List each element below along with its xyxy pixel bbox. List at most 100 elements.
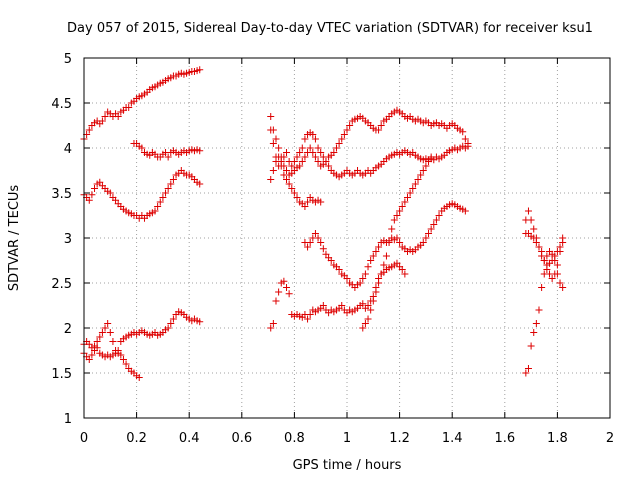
data-point [377,270,385,278]
data-point [96,178,104,186]
data-point [461,207,469,215]
data-point [390,216,398,224]
data-point [267,176,275,183]
data-point [272,158,280,165]
data-point [322,158,330,165]
data-point [396,239,404,246]
data-point [314,158,322,165]
data-point [385,239,393,246]
data-point [361,320,369,327]
data-point [388,225,396,233]
data-point [269,167,277,174]
data-point [293,153,301,161]
data-point [319,153,327,161]
data-point [288,162,296,170]
data-point [196,318,204,326]
data-point [422,162,430,170]
data-point [293,194,301,201]
y-tick-labels: 1 1.5 2 2.5 3 3.5 4 4.5 5 [51,52,72,427]
data-point [346,122,354,129]
data-point [375,126,383,134]
data-point [119,356,127,363]
data-point [319,245,327,253]
data-point [285,180,293,188]
data-point [540,257,548,264]
data-point [196,180,204,188]
series-prn-k [359,153,435,332]
data-point [164,185,172,192]
data-point [375,243,383,251]
x-tick-label: 0.8 [284,431,305,446]
data-point [530,329,538,336]
x-tick-label: 1 [343,431,351,446]
data-point [272,135,280,143]
data-point [283,284,291,291]
data-point [551,252,559,260]
x-tick-label: 1.6 [494,431,515,446]
data-point [319,302,327,309]
data-point [196,147,204,155]
data-point [196,66,204,74]
data-point [269,320,277,327]
data-point [317,198,325,206]
data-point [535,306,543,314]
x-tick-label: 0.2 [126,431,147,446]
data-point [543,266,551,273]
data-point [104,320,112,327]
data-point [522,369,530,377]
data-point [359,300,367,308]
data-point [106,329,114,336]
data-point [461,135,469,143]
data-point [422,234,430,242]
series-prn-f [267,106,472,179]
data-point [112,196,120,204]
data-point [290,189,298,197]
data-point [538,248,546,255]
data-point [314,144,322,152]
data-point [280,277,288,285]
x-tick-labels: 0 0.2 0.4 0.6 0.8 1 1.2 1.4 1.6 1.8 2 [80,431,614,446]
data-point [98,117,106,125]
data-point [559,284,567,291]
x-tick-label: 1.4 [442,431,463,446]
data-point [406,189,414,197]
data-point [419,167,427,174]
y-tick-label: 3 [64,232,72,247]
data-point [317,239,325,246]
data-point [85,126,93,134]
data-point [430,221,438,228]
data-point [364,263,372,271]
data-point [296,149,304,156]
plot-frame [83,57,611,419]
data-point [167,320,175,327]
data-point [419,239,427,246]
data-point [275,144,283,152]
data-point [93,338,101,345]
data-point [325,162,333,170]
data-point [304,243,312,251]
x-axis-label: GPS time / hours [293,458,402,473]
chart-title: Day 057 of 2015, Sidereal Day-to-day VTE… [67,21,593,36]
data-point [459,128,467,136]
data-point [427,225,435,233]
data-point [332,144,340,152]
series-prn-n [522,230,567,282]
data-point [85,196,93,204]
data-point [327,257,335,264]
data-point [93,344,101,352]
data-point [167,180,175,188]
series-prn-c [80,167,204,222]
series-prn-i [267,259,409,332]
data-point [538,284,546,291]
data-point [151,207,159,215]
x-tick-label: 0.6 [231,431,252,446]
data-point [277,162,285,170]
data-point [285,290,293,298]
data-point [401,270,409,278]
data-point [372,288,380,296]
data-point [85,340,93,348]
data-point [159,194,167,201]
data-point [367,306,375,314]
data-point [290,158,298,165]
